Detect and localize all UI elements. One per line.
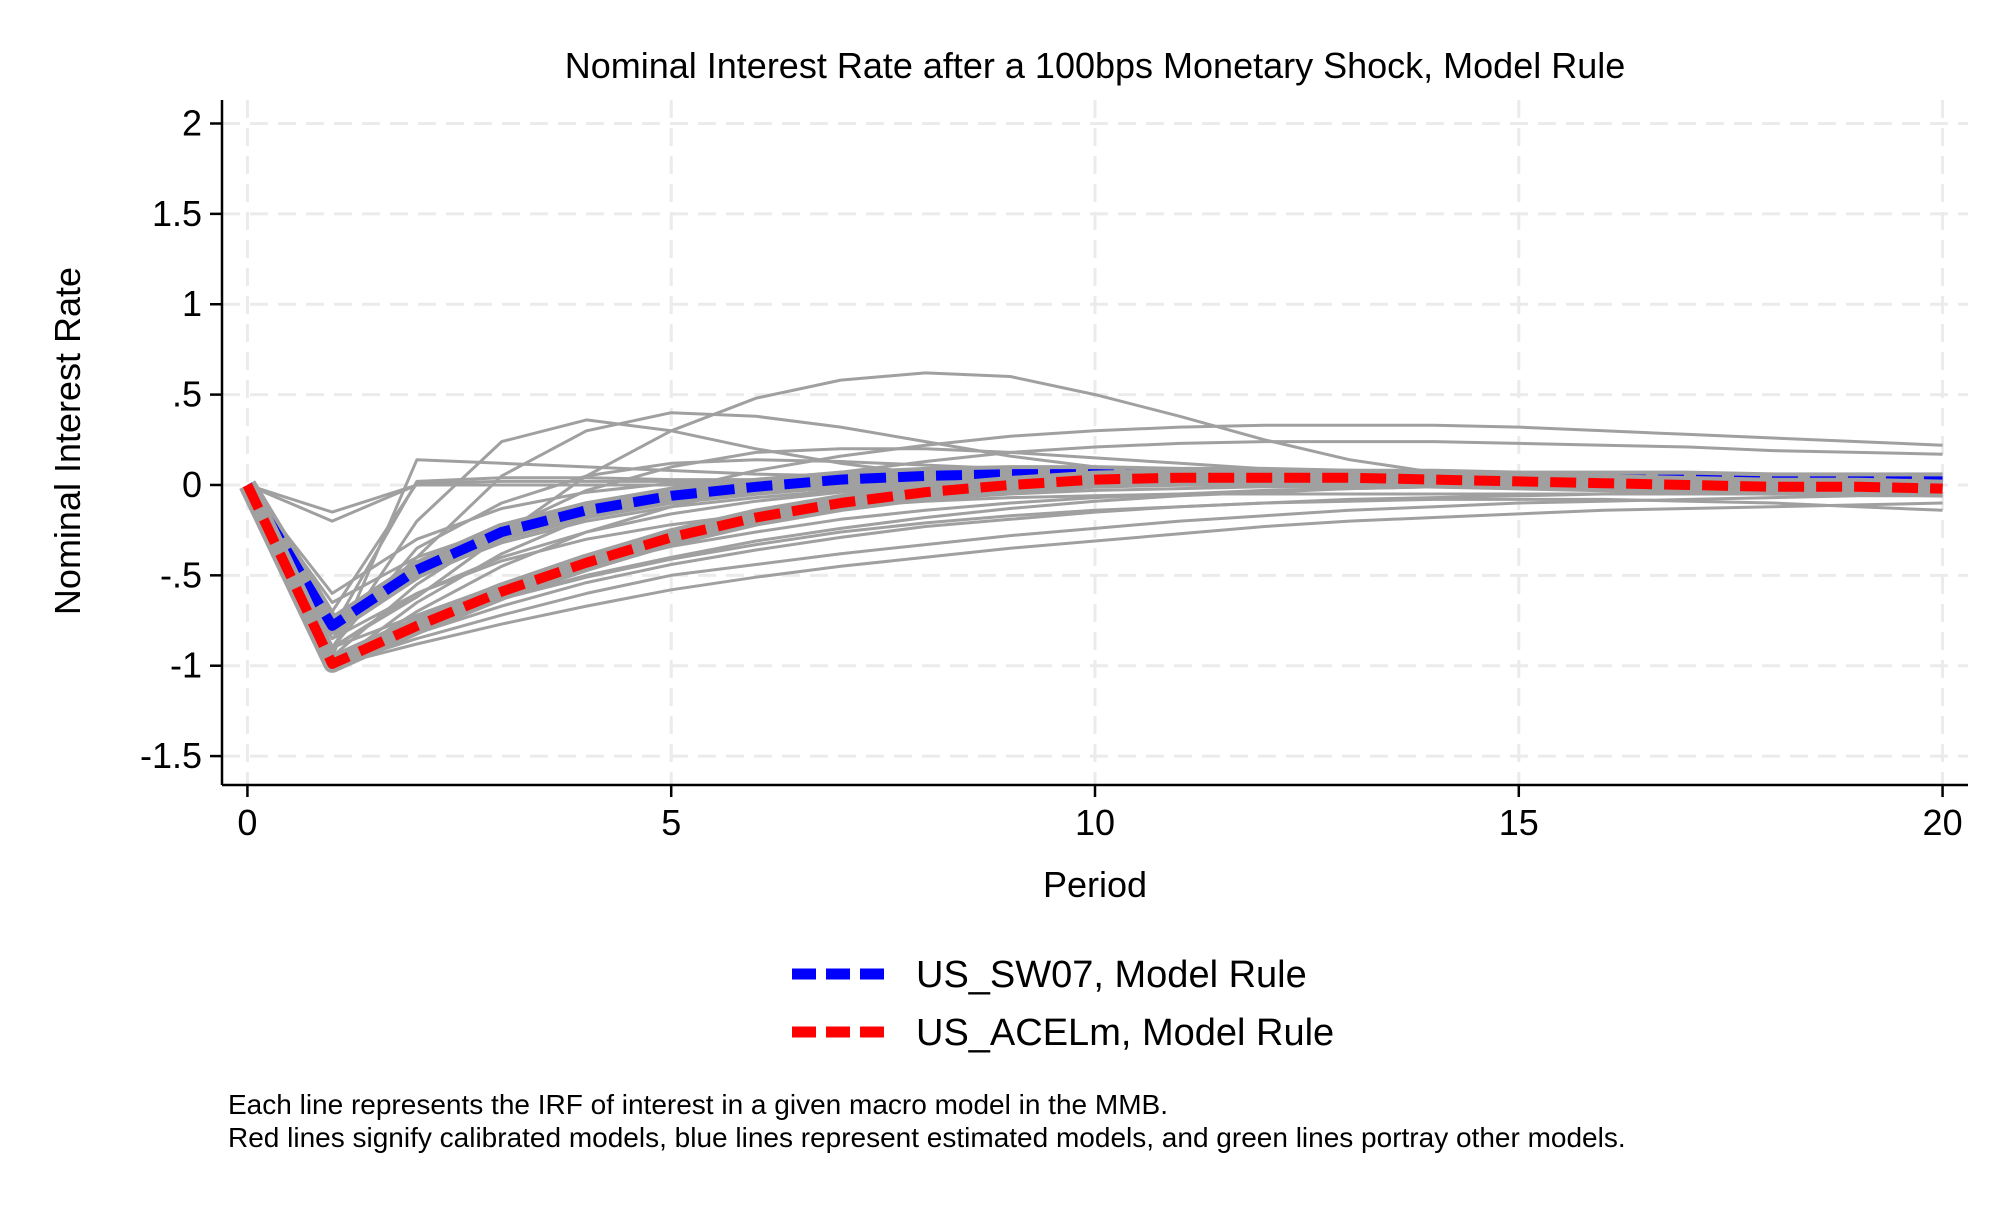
highlight-series-group bbox=[239, 465, 1943, 673]
x-tick-label: 0 bbox=[237, 802, 257, 843]
y-axis-label: Nominal Interest Rate bbox=[47, 267, 88, 615]
y-tick-label: 2 bbox=[182, 102, 202, 143]
footnote-line-2: Red lines signify calibrated models, blu… bbox=[228, 1122, 1626, 1153]
x-tick-label: 5 bbox=[661, 802, 681, 843]
footnote-line-1: Each line represents the IRF of interest… bbox=[228, 1089, 1168, 1120]
legend: US_SW07, Model Rule US_ACELm, Model Rule bbox=[792, 954, 1334, 1054]
y-tick-label: 0 bbox=[182, 464, 202, 505]
x-tick-label: 20 bbox=[1923, 802, 1963, 843]
axes: 21.51.50-.5-1-1.50 5 10 15 20 bbox=[140, 100, 1968, 843]
y-tick-label: -1.5 bbox=[140, 735, 202, 776]
chart-title: Nominal Interest Rate after a 100bps Mon… bbox=[565, 45, 1626, 86]
y-tick-label: -.5 bbox=[160, 554, 202, 595]
background-series-line-11 bbox=[246, 423, 1943, 668]
background-series-line-24 bbox=[246, 484, 1943, 668]
legend-label-2: US_ACELm, Model Rule bbox=[916, 1012, 1334, 1054]
x-axis-label: Period bbox=[1043, 864, 1147, 905]
x-tick-label: 15 bbox=[1499, 802, 1539, 843]
x-tick-label: 10 bbox=[1075, 802, 1115, 843]
background-series-line-17 bbox=[246, 484, 1943, 668]
legend-label-1: US_SW07, Model Rule bbox=[916, 954, 1307, 996]
y-tick-label: -1 bbox=[170, 645, 202, 686]
y-tick-label: .5 bbox=[172, 374, 202, 415]
y-tick-label: 1 bbox=[182, 283, 202, 324]
highlight-series-line-2 bbox=[242, 472, 1943, 669]
y-tick-label: 1.5 bbox=[152, 193, 202, 234]
